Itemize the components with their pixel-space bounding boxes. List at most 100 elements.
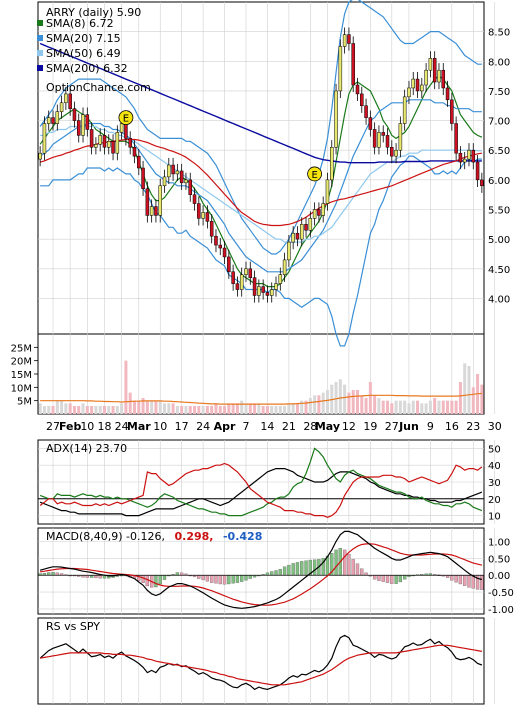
volume-bar bbox=[47, 406, 51, 414]
candle bbox=[124, 123, 128, 139]
volume-bar bbox=[102, 406, 106, 414]
candle bbox=[390, 147, 394, 157]
candle bbox=[179, 170, 184, 184]
macd-tick-label: 0.50 bbox=[488, 554, 510, 565]
candle bbox=[209, 221, 214, 237]
candle bbox=[145, 188, 150, 216]
volume-bar bbox=[167, 403, 171, 414]
volume-bar bbox=[450, 400, 454, 414]
macd-histogram-bar bbox=[304, 560, 308, 576]
candle bbox=[89, 129, 94, 148]
volume-bar bbox=[386, 400, 390, 414]
candle bbox=[107, 141, 111, 148]
candle bbox=[175, 170, 180, 175]
macd-histogram-bar bbox=[334, 549, 338, 576]
candle bbox=[364, 105, 368, 118]
gridlines bbox=[38, 2, 496, 704]
volume-bar bbox=[193, 406, 197, 414]
volume-bar bbox=[132, 400, 136, 414]
x-tick-label: Feb bbox=[59, 420, 82, 433]
legend-swatch bbox=[37, 35, 43, 41]
volume-bar bbox=[214, 403, 218, 414]
volume-bar bbox=[471, 387, 475, 414]
candle bbox=[214, 235, 218, 246]
x-tick-label: 12 bbox=[342, 420, 356, 433]
macd-histogram-bar bbox=[278, 568, 282, 576]
candle bbox=[252, 277, 257, 296]
x-tick-label: 10 bbox=[153, 420, 167, 433]
volume-bar bbox=[244, 403, 248, 414]
candle bbox=[81, 114, 85, 136]
candle bbox=[72, 108, 77, 121]
volume-bar bbox=[441, 400, 445, 414]
x-tick-label: 17 bbox=[175, 420, 189, 433]
watermark: OptionChance.com bbox=[46, 81, 151, 94]
candle bbox=[471, 149, 476, 163]
price-line-7 bbox=[39, 138, 482, 227]
volume-bar bbox=[248, 403, 252, 414]
price-line-2 bbox=[39, 99, 482, 273]
x-tick-label: 10 bbox=[80, 420, 94, 433]
volume-bar bbox=[81, 403, 85, 414]
candle bbox=[432, 58, 437, 83]
earnings-marker-label: E bbox=[123, 114, 129, 125]
volume-bar bbox=[291, 403, 295, 414]
x-tick-label: Apr bbox=[214, 420, 236, 433]
price-tick-label: 6.00 bbox=[488, 176, 510, 187]
volume-bar bbox=[295, 403, 299, 414]
candle bbox=[402, 96, 407, 124]
candle bbox=[420, 84, 424, 92]
candle bbox=[141, 167, 145, 189]
candle bbox=[407, 87, 411, 98]
volume-bar bbox=[424, 403, 428, 414]
candle bbox=[51, 117, 55, 124]
macd-histogram-bar bbox=[394, 575, 398, 584]
volume-bar bbox=[85, 406, 89, 414]
candle bbox=[137, 155, 141, 169]
volume-tick-label: 15M bbox=[11, 370, 32, 381]
volume-bar bbox=[420, 403, 424, 414]
volume-bar bbox=[304, 400, 308, 414]
volume-bar bbox=[111, 406, 115, 414]
price-line-4 bbox=[40, 155, 482, 347]
macd-signal-line bbox=[40, 543, 483, 606]
volume-bar bbox=[381, 400, 385, 414]
volume-bar bbox=[90, 406, 94, 414]
volume-bar bbox=[368, 382, 372, 414]
volume-bar bbox=[407, 403, 411, 414]
volume-tick-label: 20M bbox=[11, 357, 32, 368]
candle bbox=[278, 274, 283, 284]
x-tick-label: Mar bbox=[127, 420, 151, 433]
candle bbox=[205, 212, 210, 222]
macd-histogram-bar bbox=[214, 575, 218, 584]
x-tick-label: 24 bbox=[115, 420, 129, 433]
volume-bar bbox=[364, 398, 368, 414]
volume-bar bbox=[197, 406, 201, 414]
x-tick-label: Jun bbox=[398, 420, 419, 433]
candle bbox=[162, 176, 167, 187]
candle bbox=[149, 206, 154, 216]
volume-tick-label: 25M bbox=[11, 343, 32, 354]
candle bbox=[304, 224, 308, 231]
adx-label: ADX(14) 23.70 bbox=[46, 442, 127, 455]
x-tick-label: 27 bbox=[46, 420, 60, 433]
macd-histogram-bar bbox=[398, 575, 403, 583]
legend-swatch bbox=[37, 65, 43, 71]
candle bbox=[128, 138, 132, 148]
volume-bar bbox=[231, 403, 235, 414]
candle bbox=[295, 232, 300, 240]
macd-histogram-bar bbox=[270, 571, 274, 576]
volume-bar bbox=[107, 406, 111, 414]
macd-line bbox=[39, 530, 483, 609]
candle bbox=[480, 179, 484, 187]
candle bbox=[355, 84, 360, 95]
volume-bar bbox=[227, 403, 231, 414]
volume-bar bbox=[287, 403, 291, 414]
candle bbox=[467, 149, 471, 160]
candle bbox=[462, 158, 467, 163]
candle bbox=[184, 179, 188, 184]
adx-line-0 bbox=[39, 468, 483, 517]
candle bbox=[342, 34, 347, 47]
candle bbox=[257, 286, 261, 296]
